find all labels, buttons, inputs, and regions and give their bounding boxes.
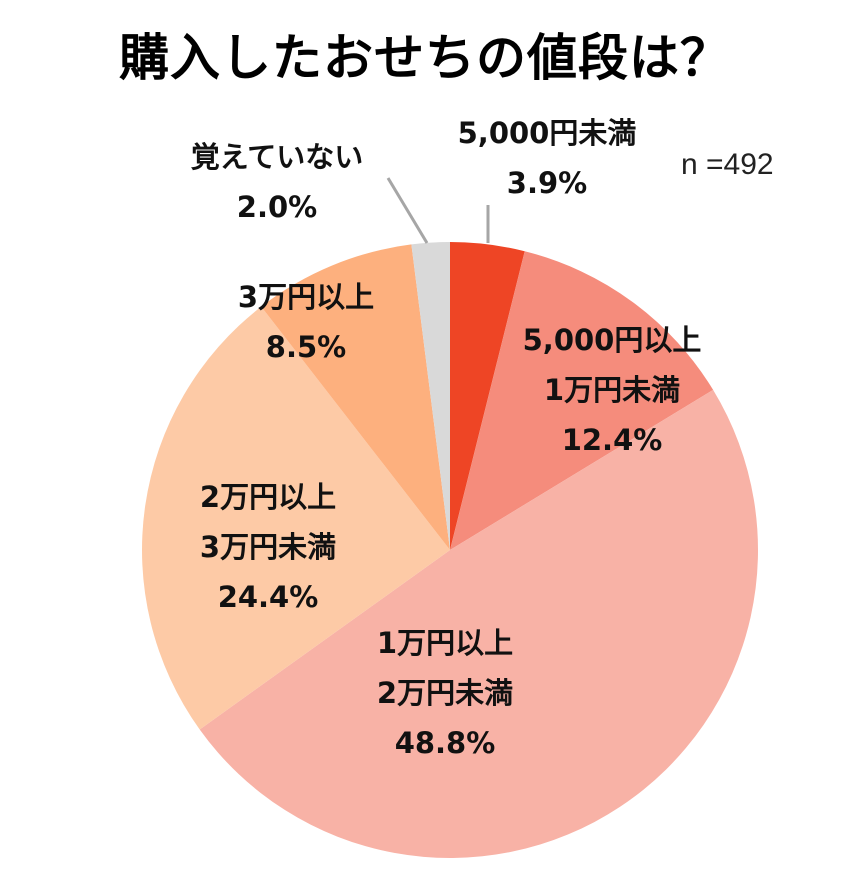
label-under-5000: 5,000円未満 3.9% xyxy=(458,108,637,208)
label-over-30000: 3万円以上 8.5% xyxy=(238,272,374,372)
label-text: 5,000円以上 xyxy=(522,323,702,357)
label-text: 3万円以上 xyxy=(237,280,375,314)
pie-slice-5 xyxy=(411,242,450,550)
label-percent: 3.9% xyxy=(506,166,588,200)
label-5000-to-10000: 5,000円以上 1万円未満 12.4% xyxy=(523,315,702,465)
label-percent: 48.8% xyxy=(394,726,496,760)
label-10000-to-20000: 1万円以上 2万円未満 48.8% xyxy=(377,618,513,768)
label-text: 1万円以上 xyxy=(376,626,514,660)
label-percent: 8.5% xyxy=(265,330,347,364)
sample-size-label: n =492 xyxy=(681,148,774,181)
label-percent: 24.4% xyxy=(217,580,319,614)
label-text: 1万円未満 xyxy=(543,373,681,407)
label-20000-to-30000: 2万円以上 3万円未満 24.4% xyxy=(200,472,336,622)
label-percent: 2.0% xyxy=(236,190,318,224)
label-text: 覚えていない xyxy=(190,140,364,174)
label-percent: 12.4% xyxy=(561,423,663,457)
label-text: 3万円未満 xyxy=(199,530,337,564)
pie-slice-1 xyxy=(450,251,714,551)
label-text: 2万円以上 xyxy=(199,480,337,514)
label-text: 5,000円未満 xyxy=(457,116,637,150)
pie-slice-3 xyxy=(141,306,450,730)
label-text: 2万円未満 xyxy=(376,676,514,710)
leader-line-dont-remember xyxy=(386,177,429,244)
pie-slices xyxy=(141,242,759,859)
label-dont-remember: 覚えていない 2.0% xyxy=(191,132,364,232)
chart-title: 購入したおせちの値段は？ xyxy=(119,29,731,87)
pie-slice-0 xyxy=(450,242,525,550)
pie-slice-2 xyxy=(199,389,759,859)
pie-slice-4 xyxy=(261,244,450,551)
